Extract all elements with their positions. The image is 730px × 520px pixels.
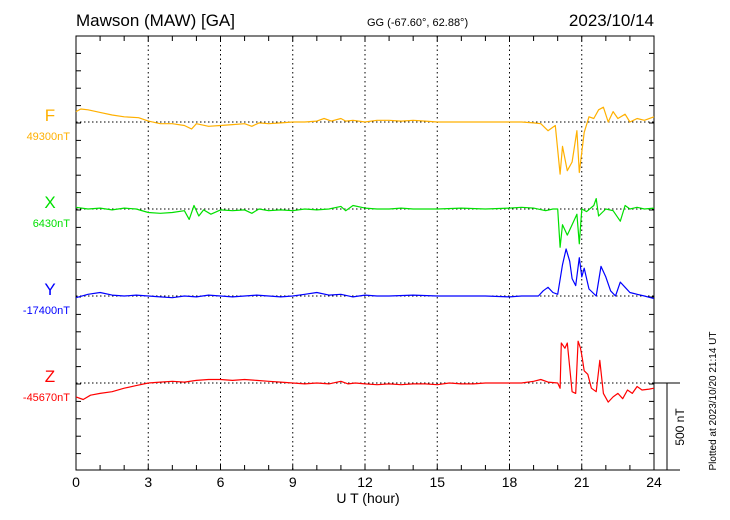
- series-baseline-value-f: 49300nT: [27, 131, 71, 143]
- plotted-at-footer: Plotted at 2023/10/20 21:14 UT: [708, 332, 719, 471]
- series-name-x: X: [44, 193, 55, 212]
- x-tick-label: 3: [144, 474, 152, 490]
- x-axis-label: U T (hour): [336, 490, 399, 506]
- chart-date: 2023/10/14: [569, 11, 654, 30]
- station-coords: GG (-67.60°, 62.88°): [367, 17, 468, 29]
- x-tick-label: 0: [72, 474, 80, 490]
- series-line-x: [75, 198, 655, 248]
- series-baseline-value-y: -17400nT: [23, 305, 70, 317]
- series-name-y: Y: [44, 280, 55, 299]
- x-tick-label: 15: [429, 474, 445, 490]
- series-baseline-value-z: -45670nT: [23, 392, 70, 404]
- x-tick-label: 24: [646, 474, 662, 490]
- series-line-z: [75, 340, 655, 403]
- x-tick-label: 9: [289, 474, 297, 490]
- series-line-f: [75, 106, 655, 175]
- series-name-z: Z: [45, 367, 55, 386]
- series-name-f: F: [45, 106, 55, 125]
- x-tick-label: 6: [217, 474, 225, 490]
- x-tick-label: 21: [574, 474, 590, 490]
- series-line-y: [75, 248, 655, 300]
- x-tick-label: 12: [357, 474, 373, 490]
- x-tick-label: 18: [502, 474, 518, 490]
- scale-bar-label: 500 nT: [673, 408, 687, 446]
- chart-title: Mawson (MAW) [GA]: [76, 11, 235, 30]
- series-baseline-value-x: 6430nT: [33, 218, 71, 230]
